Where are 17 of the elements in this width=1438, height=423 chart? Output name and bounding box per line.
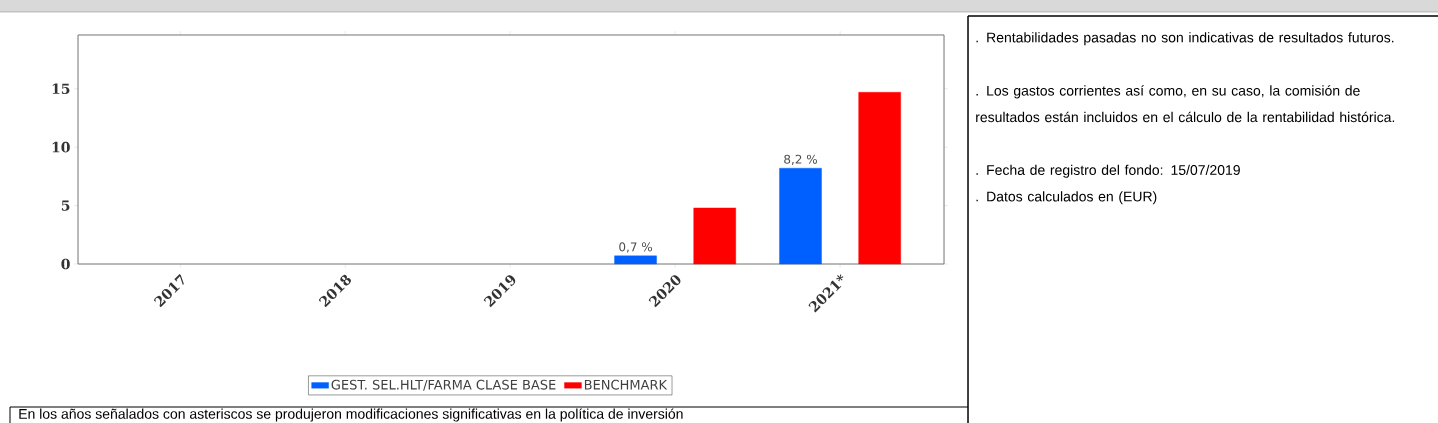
bar (779, 167, 822, 265)
bar (858, 92, 901, 265)
data-label: 8,2 % (784, 154, 817, 165)
text: . Datos calculados en (EUR) (976, 191, 1157, 205)
bar (614, 255, 657, 265)
legend-label: BENCHMARK (584, 379, 668, 390)
text: . Los gastos corrientes así como, en su caso, la comisión de resultados están incluidos en el cálculo de la rentabilidad histórica. (976, 85, 1395, 123)
text: . Rentabilidades pasadas no son indicativas de resultados futuros. (976, 32, 1394, 46)
y-tick-label: 0 (61, 258, 70, 270)
y-tick-label: 5 (61, 200, 70, 211)
y-tick-label: 10 (52, 141, 70, 153)
data-label: 0,7 % (619, 242, 653, 253)
text: . Fecha de registro del fondo: 15/07/2019 (976, 164, 1240, 178)
y-tick-label: 15 (52, 83, 70, 95)
text: En los años señalados con asteriscos se produjeron modificaciones significativas en la política de inversión (19, 408, 683, 422)
bar (693, 207, 736, 265)
legend-label: GEST. SEL.HLT/FARMA CLASE BASE (331, 379, 556, 391)
